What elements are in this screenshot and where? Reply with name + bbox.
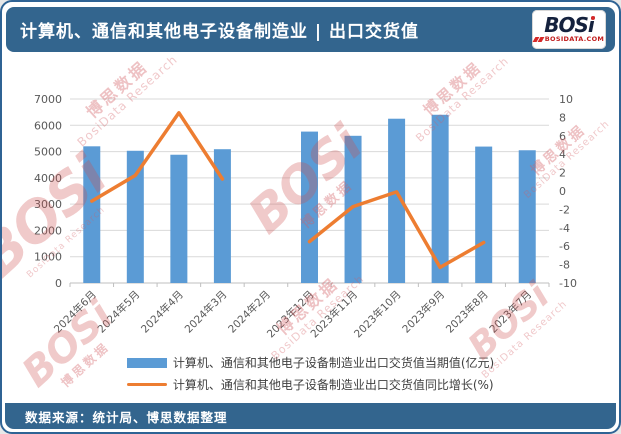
x-axis-category-label: 2023年8月: [443, 288, 491, 336]
header-band: 计算机、通信和其他电子设备制造业 | 出口交货值 BOSi BOSIDATA.C…: [6, 7, 615, 52]
left-axis-tick-label: 1000: [34, 251, 62, 264]
bar: [83, 146, 101, 283]
left-axis-tick-label: 4000: [34, 172, 62, 185]
x-axis-category-label: 2024年5月: [95, 288, 143, 336]
line-swatch-icon: [126, 383, 167, 386]
bar: [431, 114, 449, 283]
left-axis-tick-label: 2000: [34, 224, 62, 237]
bosi-logo-word: BOSi: [544, 13, 595, 37]
bar: [344, 135, 362, 283]
right-axis-tick-label: -10: [559, 277, 577, 290]
bosi-logo: BOSi BOSIDATA.COM: [532, 10, 606, 49]
left-axis-tick-label: 7000: [34, 93, 62, 106]
x-axis-category-label: 2024年6月: [51, 288, 99, 336]
x-axis-category-label: 2024年3月: [182, 288, 230, 336]
left-axis-tick-label: 3000: [34, 198, 62, 211]
x-axis-category-label: 2024年2月: [225, 288, 273, 336]
logo-dot-icon: [590, 16, 595, 20]
bar: [301, 131, 318, 283]
right-axis-tick-label: 10: [559, 93, 573, 106]
bar: [475, 146, 493, 283]
left-axis-tick-label: 6000: [34, 119, 62, 132]
chart-area: 0 1000 2000 3000 4000 5000 6000 7000 10 8 6 4 2 0 -2 -4…: [2, 57, 619, 357]
bar: [170, 154, 188, 283]
footer-band: 数据来源：统计局、博思数据整理: [5, 403, 616, 429]
right-axis-tick-label: -4: [559, 222, 570, 235]
right-axis-tick-label: -2: [559, 203, 570, 216]
data-source-text: 数据来源：统计局、博思数据整理: [25, 409, 228, 425]
right-axis-tick-label: 2: [559, 167, 566, 180]
left-axis-tick-label: 0: [55, 277, 62, 290]
legend-item-line: 计算机、通信和其他电子设备制造业出口交货值同比增长(%): [126, 376, 494, 393]
right-axis-tick-label: -8: [559, 259, 570, 272]
right-axis-tick-label: 4: [559, 148, 566, 161]
chart-canvas: 0 1000 2000 3000 4000 5000 6000 7000 10 8 6 4 2 0 -2 -4…: [34, 93, 577, 340]
bar: [126, 150, 144, 283]
right-axis-tick-label: 6: [559, 130, 566, 143]
x-axis-category-label: 2023年9月: [400, 288, 448, 336]
right-axis-tick-label: 8: [559, 111, 566, 124]
logo-stripes-icon: [532, 36, 545, 42]
growth-line: [90, 111, 486, 270]
bar-swatch-icon: [126, 357, 167, 368]
bar: [213, 149, 231, 283]
chart-legend: 计算机、通信和其他电子设备制造业出口交货值当期值(亿元) 计算机、通信和其他电子…: [2, 354, 619, 393]
legend-label: 计算机、通信和其他电子设备制造业出口交货值同比增长(%): [172, 378, 494, 392]
page-title: 计算机、通信和其他电子设备制造业 | 出口交货值: [20, 22, 420, 42]
bar: [518, 150, 536, 283]
right-axis-tick-label: 0: [559, 185, 566, 198]
legend-item-bar: 计算机、通信和其他电子设备制造业出口交货值当期值(亿元): [126, 354, 495, 371]
x-axis-category-label: 2023年10月: [351, 288, 403, 340]
x-axis-category-label: 2024年4月: [138, 288, 186, 336]
legend-label: 计算机、通信和其他电子设备制造业出口交货值当期值(亿元): [172, 356, 495, 370]
x-axis-category-label: 2023年7月: [487, 288, 535, 336]
left-axis-tick-label: 5000: [34, 146, 62, 159]
bar: [388, 118, 406, 283]
bosi-logo-domain: BOSIDATA.COM: [544, 35, 605, 43]
right-axis-tick-label: -6: [559, 240, 570, 253]
